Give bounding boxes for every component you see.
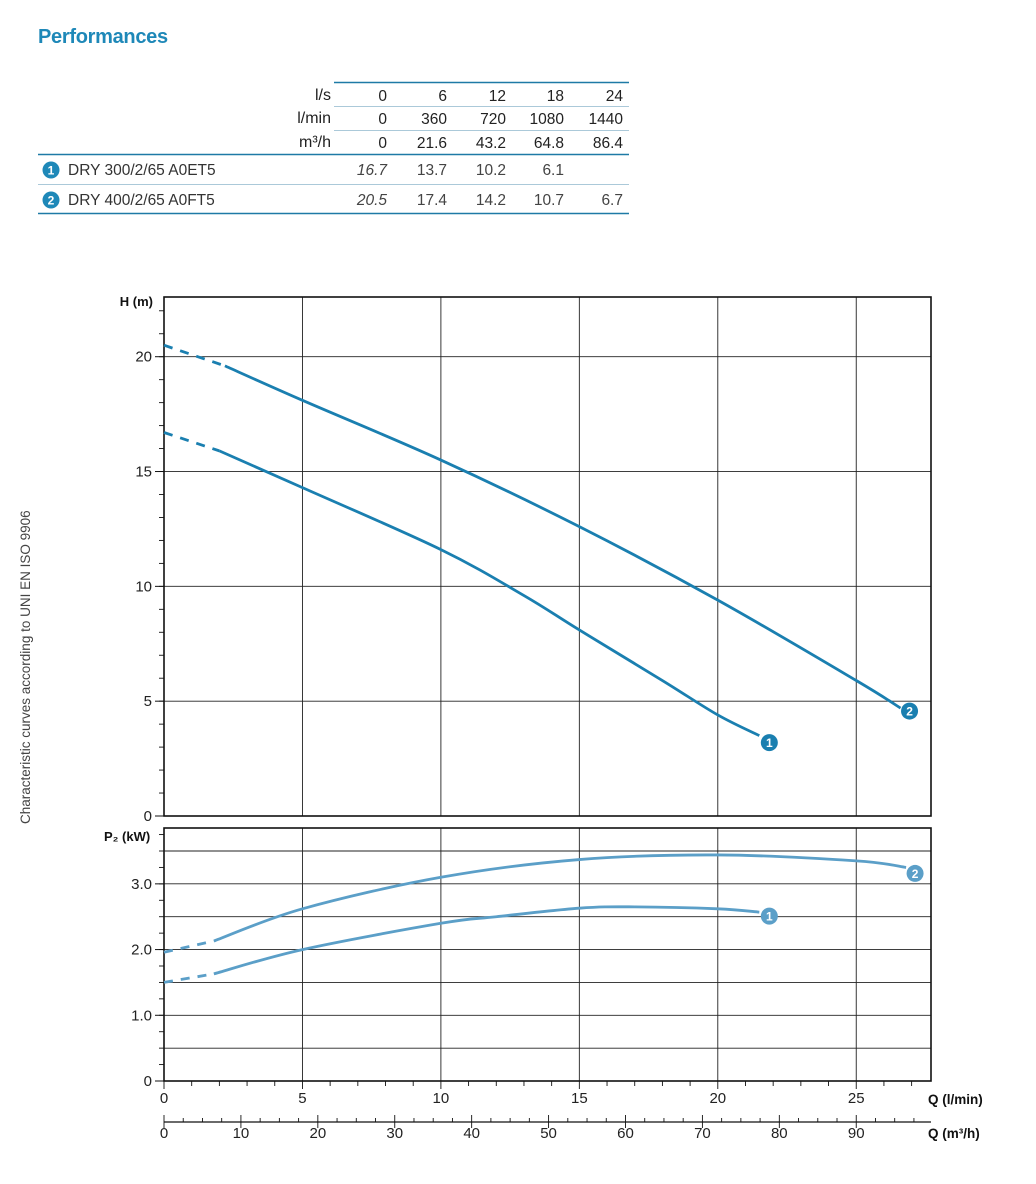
flow-unit-label: m³/h [299, 134, 331, 151]
x2-tick-label: 30 [386, 1125, 403, 1142]
flow-value-cell: 43.2 [476, 135, 506, 152]
y-tick-label: 5 [144, 693, 152, 710]
flow-value-cell: 6 [438, 88, 447, 105]
head-panel: 0 5 10 15 20 [135, 296, 932, 825]
head-curve-badge-number: 2 [906, 705, 913, 719]
page-title: Performances [38, 26, 168, 48]
y-tick-label: 3.0 [131, 876, 152, 893]
x2-tick-label: 0 [160, 1125, 168, 1142]
head-curve-dashed-2 [163, 343, 226, 368]
head-value-cell: 13.7 [417, 162, 447, 179]
head-axis-label: H (m) [120, 294, 153, 309]
x-tick-label: 5 [298, 1090, 306, 1107]
flow-value-cell: 21.6 [417, 135, 447, 152]
power-curve-badge-number: 1 [766, 910, 773, 924]
head-curve-2 [224, 364, 902, 710]
model-name: DRY 400/2/65 A0FT5 [68, 192, 215, 209]
side-note: Characteristic curves according to UNI E… [18, 510, 33, 824]
flow-value-cell: 24 [606, 88, 624, 105]
x-tick-label: 10 [433, 1090, 450, 1107]
x2-tick-label: 20 [309, 1125, 326, 1142]
flow-value-cell: 12 [489, 88, 506, 105]
x-tick-label: 0 [160, 1090, 168, 1107]
power-curve-dashed-1 [163, 972, 215, 984]
flow-value-cell: 86.4 [593, 135, 624, 152]
x2-tick-label: 90 [848, 1125, 865, 1142]
head-value-cell: 17.4 [417, 192, 448, 209]
head-curve-badge [901, 702, 919, 720]
head-value-cell: 6.7 [601, 192, 623, 209]
x-axis-label: Q (l/min) [928, 1092, 983, 1107]
power-curve-badge-number: 2 [912, 867, 919, 881]
head-curve-badge-number: 1 [766, 736, 773, 750]
plot-frame [163, 827, 932, 1082]
x2-tick-label: 40 [463, 1125, 480, 1142]
y-tick-label: 0 [144, 1073, 152, 1090]
power-axis-label: P₂ (kW) [104, 829, 150, 844]
model-name: DRY 300/2/65 A0ET5 [68, 162, 216, 179]
flow-value-cell: 0 [378, 111, 387, 128]
power-panel: 0 1.0 2.0 3.0 [131, 827, 932, 1090]
x2-tick-label: 80 [771, 1125, 788, 1142]
flow-unit-label: l/min [297, 110, 331, 127]
head-curve-1 [218, 449, 760, 737]
flow-value-cell: 0 [378, 88, 387, 105]
model-badge-number: 1 [48, 164, 55, 178]
power-curve-badge [906, 864, 924, 882]
flow-value-cell: 0 [378, 135, 387, 152]
head-value-cell: 6.1 [542, 162, 564, 179]
head-value-cell: 10.2 [476, 162, 506, 179]
x-tick-label: 15 [571, 1090, 588, 1107]
x2-tick-label: 50 [540, 1125, 557, 1142]
head-value-cell: 10.7 [534, 192, 564, 209]
power-curve-dashed-2 [163, 939, 215, 954]
flow-value-cell: 1440 [589, 111, 624, 128]
model-badge-number: 2 [48, 194, 55, 208]
head-value-cell: 20.5 [356, 192, 388, 209]
power-curve-1 [213, 905, 760, 976]
plot-frame [163, 296, 932, 817]
power-curve-badge [760, 907, 778, 925]
flow-value-cell: 1080 [530, 111, 565, 128]
y-tick-label: 0 [144, 808, 152, 825]
power-curve-2 [213, 853, 907, 943]
y-tick-label: 1.0 [131, 1007, 152, 1024]
flow-value-cell: 360 [421, 111, 447, 128]
head-value-cell: 14.2 [476, 192, 506, 209]
head-curve-dashed-1 [163, 431, 220, 453]
model-badge [42, 191, 60, 209]
x2-tick-label: 70 [694, 1125, 711, 1142]
secondary-x-axis-label: Q (m³/h) [928, 1126, 980, 1141]
y-tick-label: 10 [135, 578, 152, 595]
x2-tick-label: 60 [617, 1125, 634, 1142]
flow-unit-label: l/s [315, 87, 331, 104]
x2-tick-label: 10 [233, 1125, 250, 1142]
flow-value-cell: 18 [547, 88, 564, 105]
head-value-cell: 16.7 [357, 162, 389, 179]
flow-value-cell: 64.8 [534, 135, 564, 152]
x-tick-label: 20 [709, 1090, 726, 1107]
y-tick-label: 2.0 [131, 942, 152, 959]
x-tick-label: 25 [848, 1090, 865, 1107]
head-curve-badge [760, 734, 778, 752]
y-tick-label: 15 [135, 464, 152, 481]
y-tick-label: 20 [135, 349, 152, 366]
flow-value-cell: 720 [480, 111, 506, 128]
model-badge [42, 161, 60, 179]
